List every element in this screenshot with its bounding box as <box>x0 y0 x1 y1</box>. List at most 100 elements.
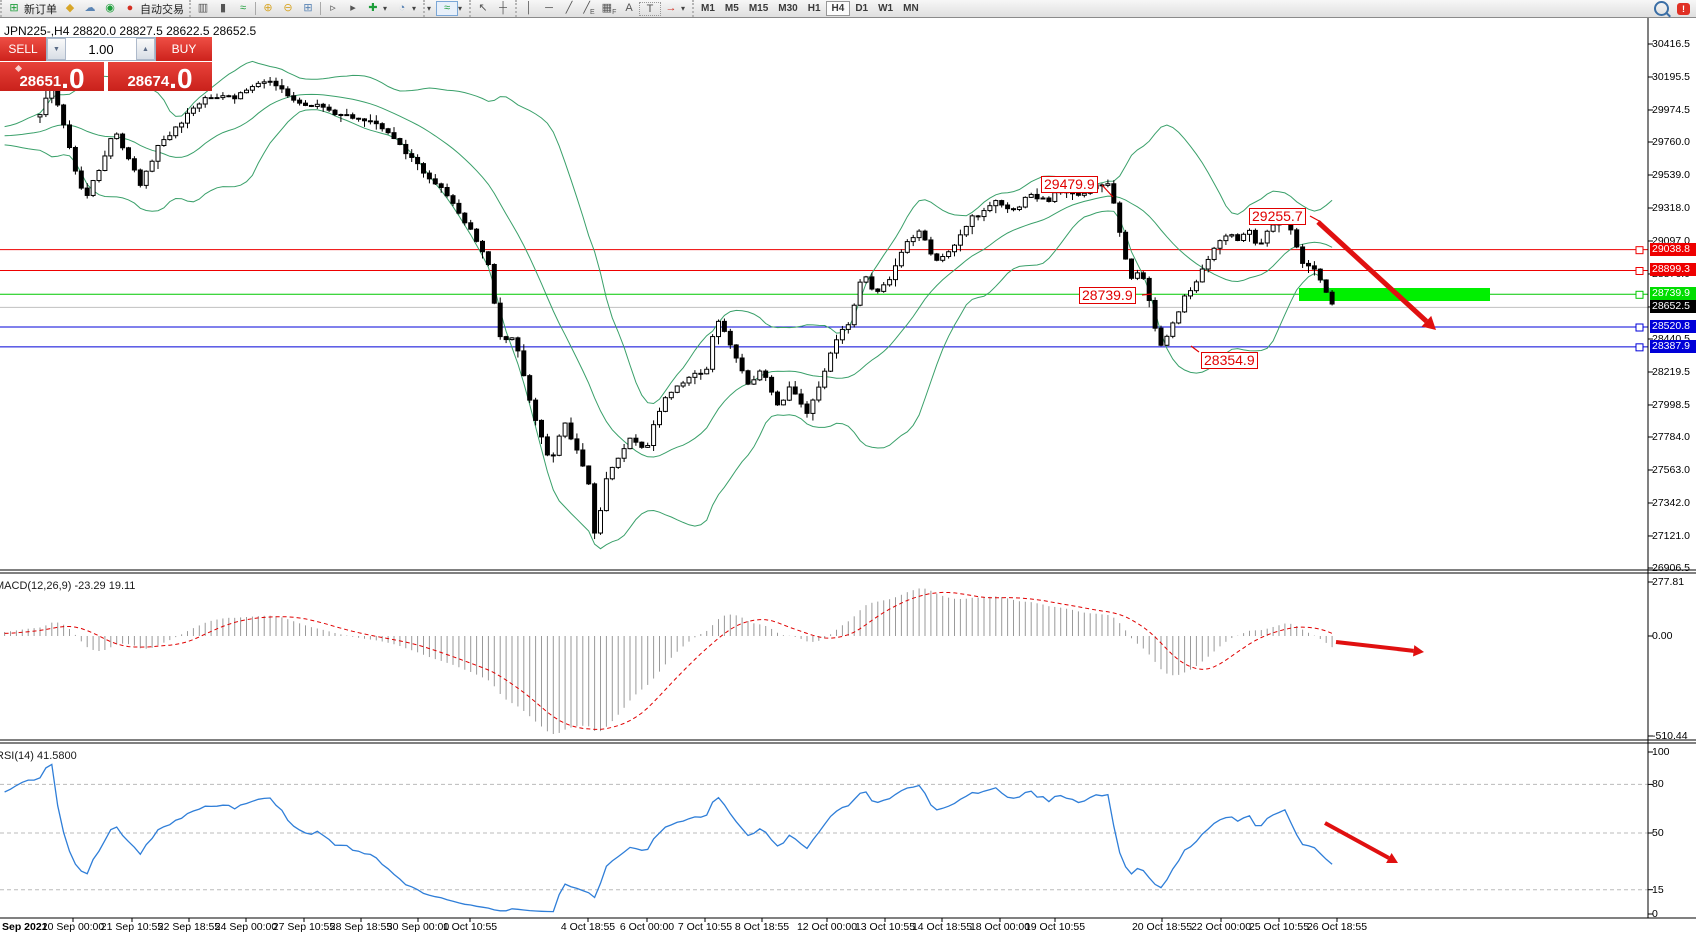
candle-body <box>851 304 857 326</box>
arrows-dropdown-icon[interactable]: ▾ <box>681 4 686 13</box>
timeframe-button-H1[interactable]: H1 <box>807 3 821 14</box>
candle-body <box>1264 230 1270 244</box>
candle-body <box>1294 229 1300 248</box>
trendline-icon[interactable]: ╱ <box>565 2 573 14</box>
new-order-button[interactable]: 新订单 <box>24 3 57 16</box>
chart-dropdown-icon[interactable]: ▾ <box>458 4 463 13</box>
candle-body <box>67 124 72 149</box>
candle-body <box>544 436 550 456</box>
candle-body <box>1040 197 1046 200</box>
timeframe-button-W1[interactable]: W1 <box>878 3 894 14</box>
text-tool-icon[interactable]: A <box>625 2 633 14</box>
candle-body <box>627 437 633 450</box>
active-chart-icon[interactable]: ≈ <box>436 1 458 16</box>
candle-body <box>173 126 179 137</box>
candle-body <box>409 153 415 158</box>
period-dropdown-icon[interactable]: ▾ <box>412 4 417 13</box>
candle-body <box>674 385 680 393</box>
zoom-in-icon[interactable]: ⊕ <box>263 2 273 14</box>
candle-body <box>609 466 615 480</box>
price-annotation-28739[interactable]: 28739.9 <box>1079 287 1136 304</box>
candle-body <box>952 244 957 253</box>
price-annotation-28354[interactable]: 28354.9 <box>1201 352 1258 369</box>
candlestick-chart-icon[interactable]: ▮ <box>219 2 227 14</box>
price-annotation-29255[interactable]: 29255.7 <box>1249 208 1306 225</box>
candle-body <box>928 239 934 255</box>
candle-body <box>527 375 533 401</box>
timeframe-button-M15[interactable]: M15 <box>748 3 769 14</box>
volume-input[interactable]: 1.00 <box>88 41 114 57</box>
text-label-tool-icon[interactable]: T <box>639 1 661 16</box>
equidistant-channel-icon[interactable]: ╱E <box>583 2 595 17</box>
timeframe-button-D1[interactable]: D1 <box>855 3 869 14</box>
zoom-out-icon[interactable]: ⊖ <box>283 2 293 14</box>
vertical-line-icon[interactable]: │ <box>525 2 533 14</box>
candle-body <box>426 172 432 180</box>
candle-body <box>190 107 196 114</box>
candle-body <box>485 251 491 265</box>
auto-trading-button[interactable]: 自动交易 <box>140 3 184 16</box>
price-annotation-29479[interactable]: 29479.9 <box>1041 176 1098 193</box>
candle-body <box>149 160 155 172</box>
candle-body <box>96 170 102 182</box>
candle-body <box>238 92 244 100</box>
candle-body <box>804 403 810 414</box>
candle-body <box>503 336 509 341</box>
cloud-icon[interactable]: ☁ <box>84 2 96 14</box>
horizontal-line-icon[interactable]: ─ <box>545 2 553 14</box>
indicators-dropdown-icon[interactable]: ▾ <box>383 4 388 13</box>
volume-increase-button[interactable]: ▲ <box>136 38 155 60</box>
templates-dropdown-icon[interactable]: ▾ <box>427 4 432 13</box>
fibonacci-icon[interactable]: ▦F <box>601 2 617 17</box>
candle-body <box>881 284 887 292</box>
candle-body <box>137 169 143 186</box>
period-clock-icon[interactable]: ◔ <box>398 2 406 14</box>
new-order-icon[interactable]: ⊞ <box>9 2 19 14</box>
indicators-icon[interactable]: ✚ <box>368 2 378 14</box>
search-icon[interactable] <box>1654 1 1669 16</box>
profile-icon[interactable]: ▸ <box>350 2 356 14</box>
buy-price-display[interactable]: 28674.0 <box>108 62 212 93</box>
candle-body <box>792 386 798 395</box>
gold-icon[interactable]: ◆ <box>65 2 75 14</box>
timeframe-button-M5[interactable]: M5 <box>724 3 739 14</box>
signal-icon[interactable]: ◉ <box>105 2 115 14</box>
candle-body <box>84 187 90 196</box>
chart-symbol-title: JPN225-,H4 28820.0 28827.5 28622.5 28652… <box>4 24 257 38</box>
bollinger-upper-band <box>4 60 1333 405</box>
autotrade-icon[interactable]: ● <box>126 2 134 14</box>
bar-chart-icon[interactable]: ▥ <box>197 2 209 14</box>
crosshair-icon[interactable]: ┼ <box>499 2 507 14</box>
new-chart-icon[interactable]: ▹ <box>330 2 336 14</box>
candle-body <box>379 123 385 130</box>
notification-icon[interactable]: ! <box>1677 2 1690 15</box>
candle-body <box>1105 183 1111 186</box>
line-chart-icon[interactable]: ≈ <box>239 2 247 14</box>
trend-arrow-head <box>1421 315 1436 330</box>
candle-body <box>1034 193 1040 200</box>
sell-button[interactable]: SELL <box>0 37 46 61</box>
main-toolbar: ⊞ 新订单 ◆ ☁ ◉ ● 自动交易 ▥ ▮ ≈ ⊕ ⊖ ⊞ ▹ ▸ ✚ ▾ ◔… <box>0 0 1696 18</box>
candle-body <box>332 109 338 115</box>
candle-body <box>267 80 273 83</box>
cursor-icon[interactable]: ↖ <box>478 2 488 14</box>
timeframe-button-H4[interactable]: H4 <box>825 1 851 16</box>
buy-button[interactable]: BUY <box>156 37 212 61</box>
volume-decrease-button[interactable]: ▼ <box>47 38 66 60</box>
candle-body <box>1081 192 1087 196</box>
candle-body <box>1046 197 1052 202</box>
candle-body <box>126 147 131 160</box>
candle-body <box>202 97 208 105</box>
trend-arrow <box>1316 220 1429 324</box>
tile-windows-icon[interactable]: ⊞ <box>303 2 313 14</box>
candle-body <box>963 225 969 236</box>
timeframe-button-MN[interactable]: MN <box>903 3 919 14</box>
candle-body <box>1329 291 1335 305</box>
timeframe-button-M1[interactable]: M1 <box>701 3 715 14</box>
templates-group: ▾ ≈ ▾ <box>423 0 469 17</box>
arrows-tool-icon[interactable]: → <box>665 2 677 14</box>
candle-body <box>196 103 202 109</box>
timeframe-button-M30[interactable]: M30 <box>778 3 798 14</box>
candle-body <box>320 103 326 108</box>
